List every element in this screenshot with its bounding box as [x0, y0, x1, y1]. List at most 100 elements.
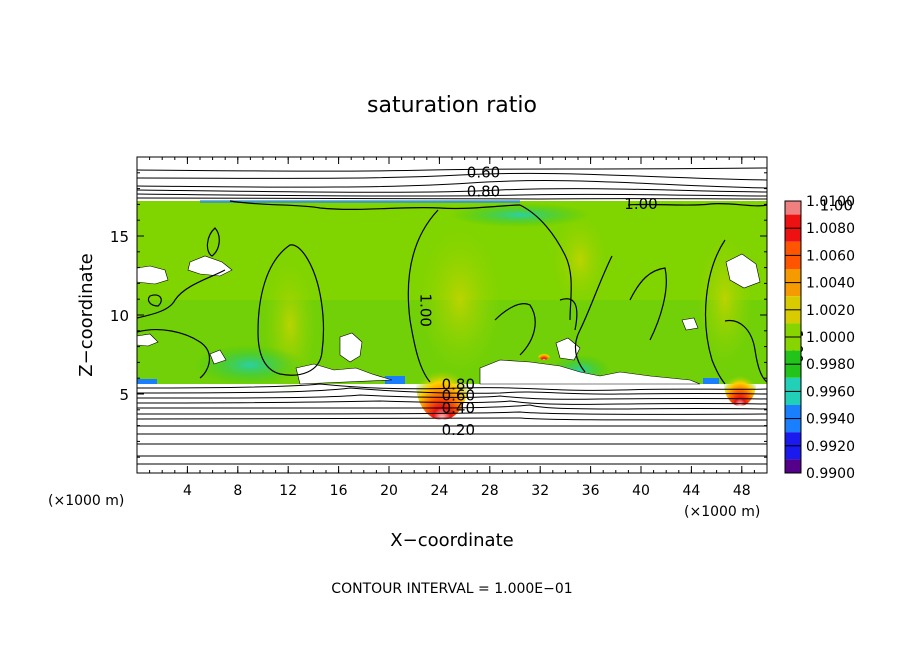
colorbar-swatch	[785, 282, 801, 297]
contour-label: 0.80	[467, 183, 500, 201]
x-tick-label: 48	[733, 483, 751, 499]
contour-line	[627, 202, 767, 207]
dry-region	[209, 349, 227, 365]
x-tick-label: 32	[531, 483, 549, 499]
contour-line	[206, 227, 220, 257]
contour-label: 0.60	[467, 164, 500, 182]
colorbar-label: 0.9900	[806, 466, 855, 482]
colorbar-swatch	[785, 445, 801, 460]
colorbar-swatch	[785, 214, 801, 229]
colorbar-label: 0.9940	[806, 412, 855, 428]
colorbar: 1.0100 1.0080 1.0060 1.0040 1.0020 1.0000 0.99…	[784, 194, 855, 482]
contour-line	[407, 209, 439, 383]
y-axis: 5 10 15	[110, 172, 767, 458]
contour-line	[519, 204, 572, 321]
contour-line	[137, 197, 767, 200]
x-unit-right: (×1000 m)	[684, 504, 760, 520]
contour-labels: 0.600.801.001.001.001.000.800.600.400.20	[417, 164, 854, 440]
colorbar-swatch	[785, 377, 801, 392]
contour-line	[574, 255, 613, 373]
colorbar-label: 0.9960	[806, 384, 855, 400]
colorbar-label: 0.9980	[806, 357, 855, 373]
contour-line	[137, 180, 767, 189]
x-tick-label: 12	[279, 483, 297, 499]
x-tick-label: 4	[183, 483, 192, 499]
colorbar-swatch	[785, 432, 801, 446]
colorbar-swatch	[785, 337, 801, 351]
colorbar-swatch	[785, 418, 801, 433]
colorbar-label: 1.0060	[806, 248, 855, 264]
dry-region	[681, 317, 699, 331]
contour-label: 0.40	[442, 399, 475, 417]
x-tick-label: 20	[380, 483, 398, 499]
colorbar-swatch	[785, 241, 801, 256]
colorbar-swatch	[785, 296, 801, 310]
contour-line	[704, 239, 726, 385]
colorbar-label: 1.0080	[806, 221, 855, 237]
contour-line	[137, 269, 226, 319]
x-tick-label: 40	[632, 483, 650, 499]
colorbar-swatch	[785, 350, 801, 365]
contour-label: 1.00	[417, 294, 435, 327]
contour-label: 0.60	[442, 386, 475, 404]
dry-region	[187, 255, 233, 277]
x-axis: 4 8 12 16 20 24 28 32 36 40 44 48	[149, 157, 755, 499]
contour-line	[559, 298, 578, 331]
contour-line	[137, 454, 767, 457]
colorbar-label: 0.9920	[806, 439, 855, 455]
moist-plume	[415, 220, 505, 380]
contour-line	[137, 167, 767, 172]
dry-region	[137, 265, 169, 285]
contour-line	[137, 172, 767, 181]
colorbar-label: 1.0100	[806, 194, 855, 210]
dry-region	[137, 333, 159, 347]
dry-region	[479, 359, 701, 385]
contour-label: 0.80	[442, 375, 475, 393]
moist-plume	[695, 230, 755, 370]
x-axis-label: X−coordinate	[390, 530, 513, 551]
colorbar-swatch	[785, 391, 801, 405]
y-axis-label: Z−coordinate	[76, 253, 97, 376]
colorbar-label: 1.0020	[806, 303, 855, 319]
contour-line	[137, 442, 767, 445]
x-tick-label: 8	[233, 483, 242, 499]
contour-line	[137, 404, 767, 410]
colorbar-swatch	[785, 323, 801, 337]
supersaturation-maximum	[724, 362, 756, 406]
y-tick-label: 5	[119, 386, 129, 404]
contour-line	[137, 411, 767, 415]
chart-title: saturation ratio	[367, 93, 537, 118]
contour-line	[494, 303, 536, 356]
contour-line	[257, 244, 324, 376]
contour-line	[137, 188, 767, 193]
contour-line	[137, 394, 767, 400]
moist-plume	[550, 210, 610, 310]
contour-line	[137, 387, 767, 395]
contour-label: 1.00	[820, 197, 853, 215]
x-unit-left: (×1000 m)	[48, 493, 124, 509]
contour-line	[137, 329, 210, 379]
colorbar-label: 1.0040	[806, 276, 855, 292]
y-tick-label: 10	[110, 307, 129, 325]
x-tick-label: 36	[582, 483, 600, 499]
contour-line	[229, 200, 521, 211]
colorbar-swatch	[785, 255, 801, 269]
contour-line	[137, 383, 767, 391]
x-tick-label: 16	[330, 483, 348, 499]
colorbar-swatch	[785, 364, 801, 378]
colorbar-swatch	[785, 201, 801, 215]
contour-label: 0.20	[442, 421, 475, 439]
contour-line	[137, 193, 767, 197]
dry-region	[339, 332, 363, 363]
contour-interval-note: CONTOUR INTERVAL = 1.000E−01	[331, 581, 572, 597]
plot-area	[137, 167, 767, 465]
x-tick-label: 24	[430, 483, 448, 499]
colorbar-swatch	[785, 459, 801, 473]
dry-region	[555, 337, 581, 361]
contour-label: 1.00	[624, 195, 657, 213]
x-tick-label: 28	[481, 483, 499, 499]
colorbar-swatch	[785, 405, 801, 419]
supersaturation-maximum	[538, 350, 550, 360]
contour-line	[137, 400, 767, 405]
